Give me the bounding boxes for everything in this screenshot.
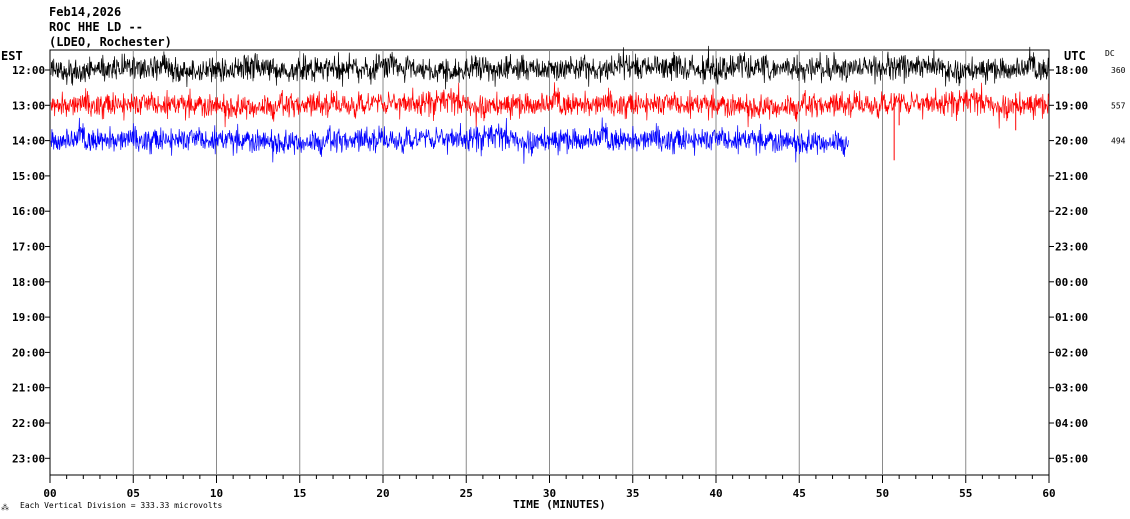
- est-tick-label: 19:00: [12, 311, 45, 324]
- est-tick-label: 17:00: [12, 241, 45, 254]
- est-tick-label: 20:00: [12, 346, 45, 359]
- x-tick-label: 15: [293, 487, 306, 500]
- utc-tick-label: 23:00: [1055, 241, 1088, 254]
- utc-tick-label: 02:00: [1055, 346, 1088, 359]
- x-tick-label: 20: [376, 487, 389, 500]
- dc-values: 360 557 494: [1111, 66, 1126, 146]
- header-channel: ROC HHE LD --: [49, 20, 143, 34]
- est-tick-label: 13:00: [12, 99, 45, 112]
- est-tick-label: 12:00: [12, 64, 45, 77]
- est-tick-label: 16:00: [12, 205, 45, 218]
- trace-row-1: [50, 82, 1050, 129]
- x-tick-label: 05: [127, 487, 140, 500]
- grid-lines: [132, 50, 967, 475]
- dc-value: 494: [1111, 137, 1126, 146]
- footer-note: Each Vertical Division = 333.33 microvol…: [20, 501, 222, 510]
- header-station: (LDEO, Rochester): [49, 35, 172, 49]
- right-axis-title: UTC: [1064, 49, 1086, 63]
- x-tick-label: 30: [543, 487, 556, 500]
- trace-row-0: [50, 45, 1050, 90]
- est-tick-label: 14:00: [12, 135, 45, 148]
- est-tick-label: 15:00: [12, 170, 45, 183]
- est-tick-label: 23:00: [12, 452, 45, 465]
- est-tick-label: 18:00: [12, 276, 45, 289]
- utc-tick-label: 01:00: [1055, 311, 1088, 324]
- x-tick-label: 55: [959, 487, 972, 500]
- est-axis: 12:00 13:00 14:00 15:00 16:00 17:00 18:00 19:00…: [12, 64, 50, 465]
- x-tick-label: 35: [626, 487, 639, 500]
- utc-tick-label: 04:00: [1055, 417, 1088, 430]
- x-tick-label: 10: [210, 487, 223, 500]
- header-date: Feb14,2026: [49, 5, 121, 19]
- x-axis-title: TIME (MINUTES): [513, 498, 606, 511]
- traces: [50, 45, 1050, 164]
- x-axis: 00 05 10 15 20 25 30 35 40 45 50 55 60: [43, 475, 1056, 500]
- trace-row-2: [50, 117, 850, 164]
- utc-tick-label: 21:00: [1055, 170, 1088, 183]
- est-tick-label: 22:00: [12, 417, 45, 430]
- x-tick-label: 25: [460, 487, 473, 500]
- utc-tick-label: 00:00: [1055, 276, 1088, 289]
- dc-label: DC: [1105, 49, 1115, 58]
- x-tick-label: 45: [793, 487, 806, 500]
- utc-tick-label: 20:00: [1055, 135, 1088, 148]
- utc-tick-label: 22:00: [1055, 205, 1088, 218]
- left-axis-title: EST: [1, 49, 23, 63]
- utc-tick-label: 19:00: [1055, 99, 1088, 112]
- x-tick-label: 40: [709, 487, 722, 500]
- footer-symbol: ⁂: [1, 503, 9, 512]
- x-tick-label: 00: [43, 487, 56, 500]
- utc-axis: 18:00 19:00 20:00 21:00 22:00 23:00 00:00 01:00…: [1049, 64, 1088, 465]
- est-tick-label: 21:00: [12, 382, 45, 395]
- dc-value: 557: [1111, 101, 1126, 110]
- x-tick-label: 60: [1042, 487, 1055, 500]
- x-tick-label: 50: [876, 487, 889, 500]
- dc-value: 360: [1111, 66, 1126, 75]
- utc-tick-label: 05:00: [1055, 452, 1088, 465]
- utc-tick-label: 18:00: [1055, 64, 1088, 77]
- utc-tick-label: 03:00: [1055, 382, 1088, 395]
